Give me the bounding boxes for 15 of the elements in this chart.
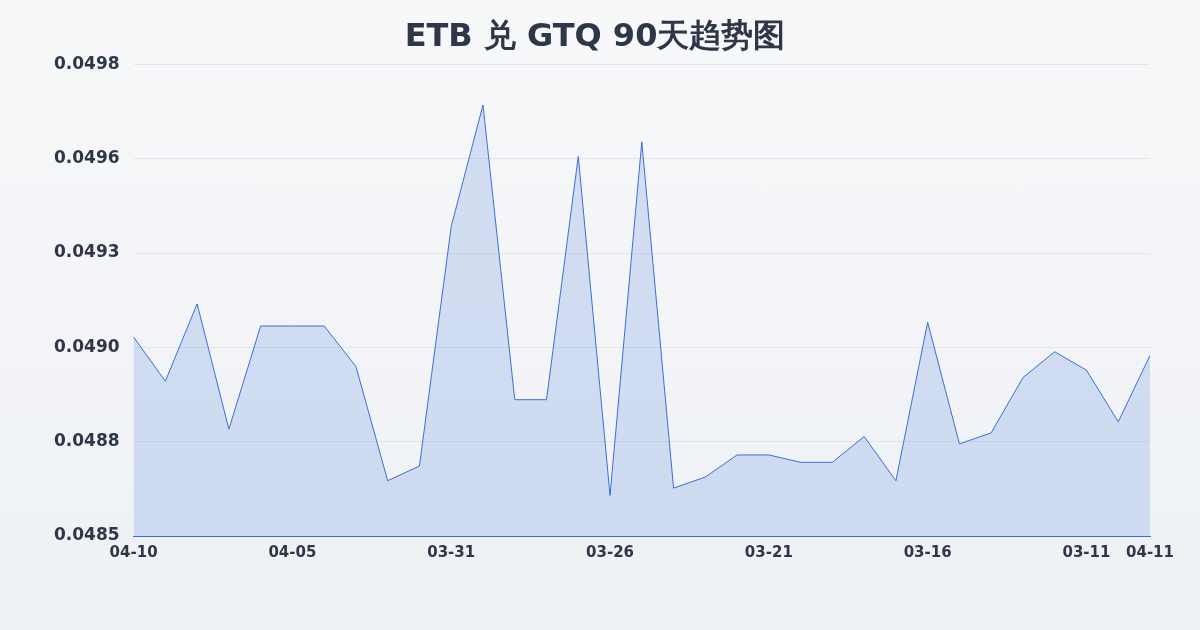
- x-tick-label: 03-16: [903, 542, 952, 561]
- y-tick-label: 0.0493: [53, 241, 120, 262]
- y-tick-label: 0.0498: [53, 52, 120, 73]
- x-tick-label: 03-31: [427, 542, 476, 561]
- x-tick-label: 04-11: [1126, 542, 1174, 561]
- y-tick-label: 0.0490: [53, 335, 120, 356]
- x-tick-label: 03-21: [744, 542, 793, 561]
- y-tick-label: 0.0485: [53, 524, 120, 545]
- y-tick-label: 0.0488: [53, 430, 120, 451]
- y-tick-label: 0.0496: [53, 147, 120, 168]
- x-tick-label: 04-10: [109, 542, 158, 561]
- x-tick-label: 04-05: [268, 542, 317, 561]
- x-tick-label: 03-11: [1062, 542, 1111, 561]
- x-tick-label: 03-26: [586, 542, 635, 561]
- chart-title: ETB 兑 GTQ 90天趋势图: [404, 15, 786, 54]
